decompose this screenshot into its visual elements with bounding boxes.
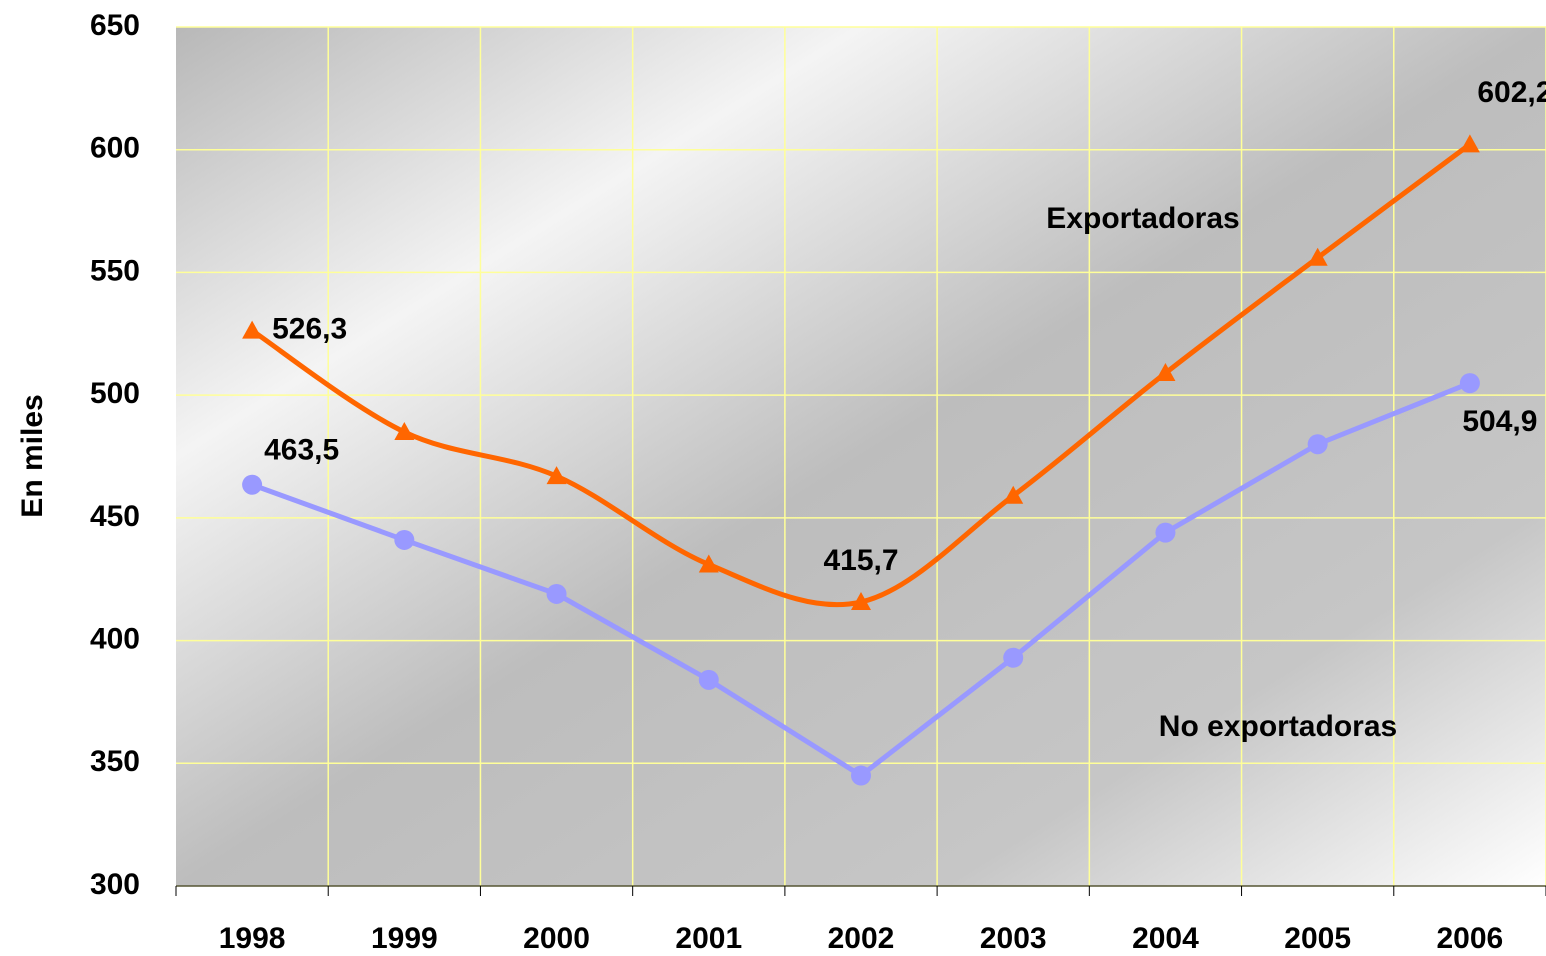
y-tick-label: 450 <box>90 500 140 533</box>
x-tick-label: 2002 <box>828 922 895 955</box>
x-tick-label: 2003 <box>980 922 1047 955</box>
marker <box>698 554 719 573</box>
x-tick-label: 2004 <box>1132 922 1199 955</box>
data-label: 504,9 <box>1462 405 1537 438</box>
marker <box>1155 363 1176 382</box>
marker <box>851 765 871 786</box>
series-label: No exportadoras <box>1159 710 1397 743</box>
marker <box>1155 522 1176 543</box>
marker <box>546 583 567 604</box>
series-label: Exportadoras <box>1046 202 1239 235</box>
x-tick-label: 1999 <box>371 922 438 955</box>
y-tick-label: 650 <box>90 9 140 42</box>
data-label: 602,2 <box>1477 76 1546 109</box>
marker <box>1459 373 1480 394</box>
marker <box>1307 247 1328 266</box>
plot-area <box>176 27 1546 886</box>
x-tick-label: 2005 <box>1284 922 1351 955</box>
y-tick-label: 500 <box>90 377 140 410</box>
marker <box>1003 647 1024 668</box>
y-tick-label: 550 <box>90 254 140 287</box>
marker <box>394 421 415 440</box>
data-label: 415,7 <box>823 544 898 577</box>
marker <box>1459 134 1480 153</box>
y-tick-label: 300 <box>90 868 140 901</box>
x-tick-label: 2000 <box>523 922 590 955</box>
data-label: 526,3 <box>272 313 347 346</box>
x-tick-label: 2006 <box>1437 922 1504 955</box>
marker <box>1003 485 1024 504</box>
x-tick-label: 2001 <box>675 922 742 955</box>
marker <box>242 474 263 495</box>
data-label: 463,5 <box>264 434 339 467</box>
marker <box>851 592 871 611</box>
marker <box>546 466 567 485</box>
x-tick-label: 1998 <box>219 922 286 955</box>
marker <box>698 669 719 690</box>
y-tick-label: 600 <box>90 132 140 165</box>
y-tick-label: 400 <box>90 622 140 655</box>
marker <box>242 320 263 339</box>
marker <box>394 529 415 550</box>
y-axis-label: En miles <box>16 394 49 517</box>
marker <box>1307 434 1328 455</box>
y-tick-label: 350 <box>90 745 140 778</box>
